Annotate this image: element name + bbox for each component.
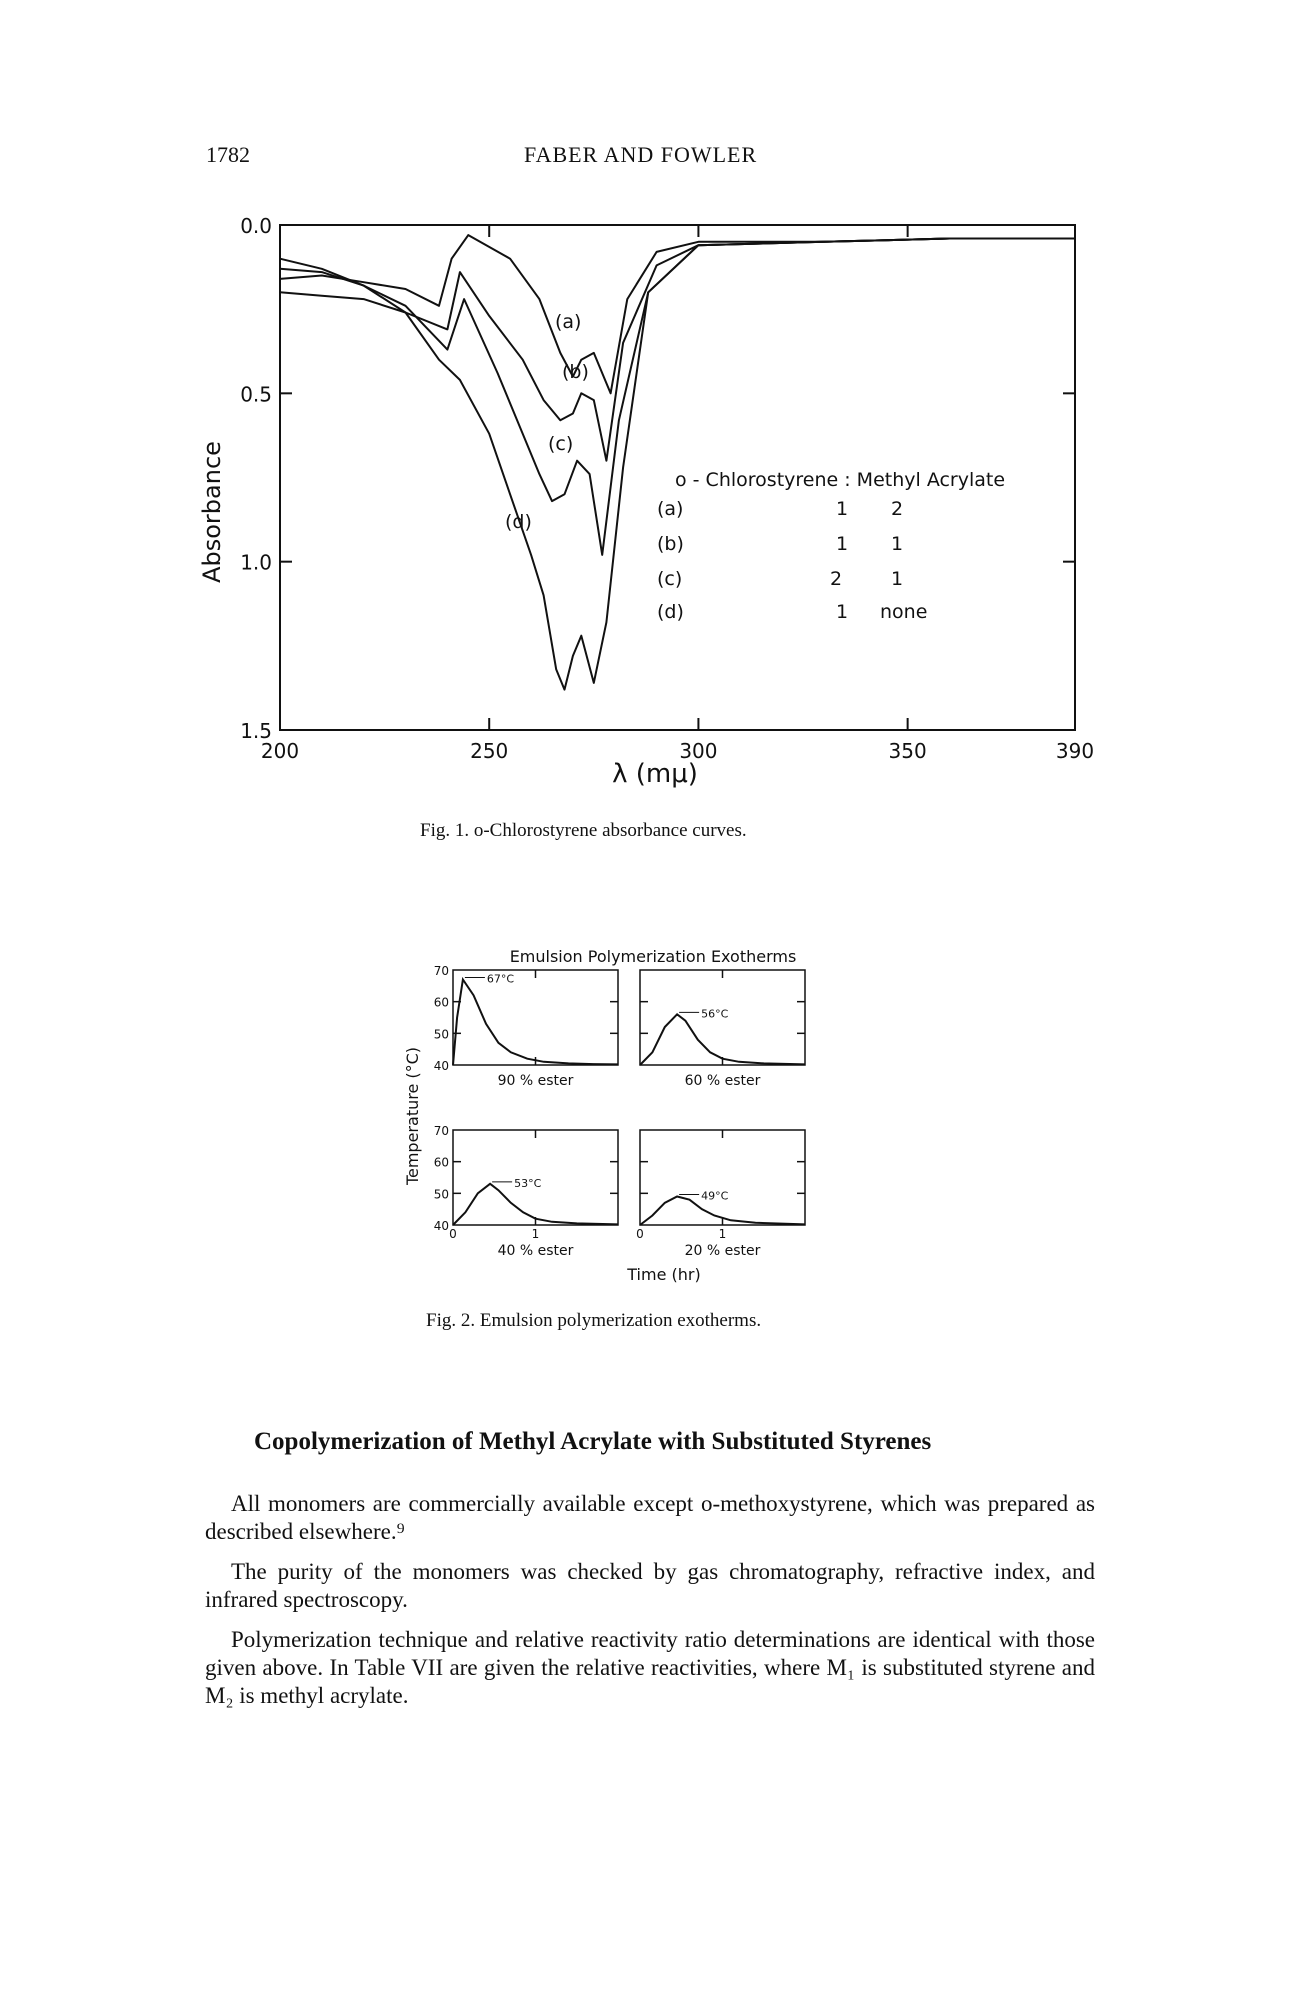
panel-frame (452, 969, 619, 1066)
figure-2-caption: Fig. 2. Emulsion polymerization exotherm… (426, 1310, 762, 1331)
series-line-d (279, 237, 1075, 691)
panel-y-tick-label: 40 (434, 1059, 449, 1073)
exotherm-panel-1: 40 50 60 70 67°C 90 % ester (434, 964, 619, 1089)
plot-frame (279, 224, 1076, 731)
legend-row-d-label: (d) (657, 601, 684, 623)
legend-header: o - Chlorostyrene : Methyl Acrylate (675, 469, 1005, 491)
panel-subtitle: 20 % ester (685, 1243, 761, 1259)
panels-group: 40 50 60 70 67°C 90 % ester 56°C 60 % ester 40 50… (434, 964, 806, 1259)
x-tick-label: 390 (1056, 739, 1094, 763)
page-number: 1782 (206, 142, 250, 167)
paragraph-3: Polymerization technique and relative re… (205, 1627, 1095, 1708)
series-line-a (279, 234, 1075, 395)
x-tick-label: 300 (679, 739, 717, 763)
panel-y-tick-label: 60 (434, 996, 449, 1010)
figure-2-x-label: Time (hr) (626, 1265, 700, 1284)
legend-row-c-acrylate: 1 (891, 568, 903, 590)
legend-row-d-acrylate: none (880, 601, 927, 623)
x-axis-ticks: 200 250 300 350 390 (261, 225, 1094, 763)
legend-row-c-label: (c) (657, 568, 682, 590)
curve-label-d: (d) (505, 511, 532, 533)
y-tick-label: 1.0 (240, 551, 272, 575)
exotherm-curve (639, 1012, 806, 1066)
exotherm-panel-2: 56°C 60 % ester (639, 969, 806, 1089)
panel-frame (639, 1129, 806, 1226)
panel-subtitle: 40 % ester (498, 1243, 574, 1259)
figure-2-title: Emulsion Polymerization Exotherms (510, 947, 797, 966)
paragraph-1: All monomers are commercially available … (205, 1491, 1095, 1544)
legend-row-d-chloro: 1 (836, 601, 848, 623)
x-tick-label: 200 (261, 739, 299, 763)
panel-x-tick-label: 0 (636, 1227, 644, 1241)
section-body: All monomers are commercially available … (205, 1490, 1095, 1722)
panel-x-tick-label: 1 (719, 1227, 727, 1241)
curve-label-c: (c) (548, 433, 573, 455)
series-line-b (279, 237, 1075, 462)
paragraph-2: The purity of the monomers was checked b… (205, 1559, 1095, 1612)
running-head: FABER AND FOWLER (524, 142, 758, 167)
y-tick-label: 1.5 (240, 719, 272, 743)
exotherm-curve (452, 1182, 619, 1226)
figure-1-caption: Fig. 1. o-Chlorostyrene absorbance curve… (420, 820, 747, 841)
panel-x-tick-label: 1 (532, 1227, 540, 1241)
legend-row-b-label: (b) (657, 533, 684, 555)
peak-label: 67°C (487, 973, 514, 986)
panel-y-tick-label: 50 (434, 1187, 449, 1201)
curve-label-a: (a) (555, 311, 581, 333)
panel-subtitle: 90 % ester (498, 1073, 574, 1089)
series-group (279, 234, 1075, 691)
panel-y-tick-label: 60 (434, 1156, 449, 1170)
y-tick-label: 0.0 (240, 214, 272, 238)
panel-y-tick-label: 40 (434, 1219, 449, 1233)
exotherm-panel-3: 40 50 60 70 0 1 53°C 40 % ester (434, 1124, 619, 1259)
legend-row-c-chloro: 2 (830, 568, 842, 590)
figure-2-y-label: Temperature (°C) (403, 1047, 422, 1186)
peak-label: 49°C (701, 1190, 728, 1203)
panel-y-tick-label: 50 (434, 1027, 449, 1041)
page-header: 1782 FABER AND FOWLER (206, 142, 1086, 182)
x-tick-label: 250 (470, 739, 508, 763)
legend-row-a-acrylate: 2 (891, 498, 903, 520)
legend-row-b-acrylate: 1 (891, 533, 903, 555)
section-title: Copolymerization of Methyl Acrylate with… (254, 1428, 932, 1455)
panel-y-tick-label: 70 (434, 1124, 449, 1138)
exotherm-curve (452, 976, 619, 1066)
curve-label-b: (b) (562, 361, 589, 383)
y-axis-ticks: 0.0 0.5 1.0 1.5 (240, 214, 1075, 743)
exotherm-curve (639, 1195, 806, 1226)
x-tick-label: 350 (889, 739, 927, 763)
panel-subtitle: 60 % ester (685, 1073, 761, 1089)
exotherm-panel-4: 0 1 49°C 20 % ester (636, 1129, 806, 1259)
panel-x-tick-label: 0 (449, 1227, 457, 1241)
figure-1-absorbance-chart: 0.00.51.01.5 200 250 300 350 390 Absorbance … (198, 214, 1094, 789)
legend-table: o - Chlorostyrene : Methyl Acrylate (a) … (657, 469, 1005, 623)
y-tick-label: 0.5 (240, 382, 272, 406)
peak-label: 56°C (701, 1007, 728, 1020)
y-axis-label: Absorbance (198, 441, 226, 583)
x-axis-label: λ (mμ) (612, 759, 698, 789)
panel-y-tick-label: 70 (434, 964, 449, 978)
legend-row-b-chloro: 1 (836, 533, 848, 555)
legend-row-a-label: (a) (657, 498, 683, 520)
figure-2-exotherm-chart: Emulsion Polymerization Exotherms Temper… (403, 947, 806, 1284)
legend-row-a-chloro: 1 (836, 498, 848, 520)
peak-label: 53°C (514, 1177, 541, 1190)
